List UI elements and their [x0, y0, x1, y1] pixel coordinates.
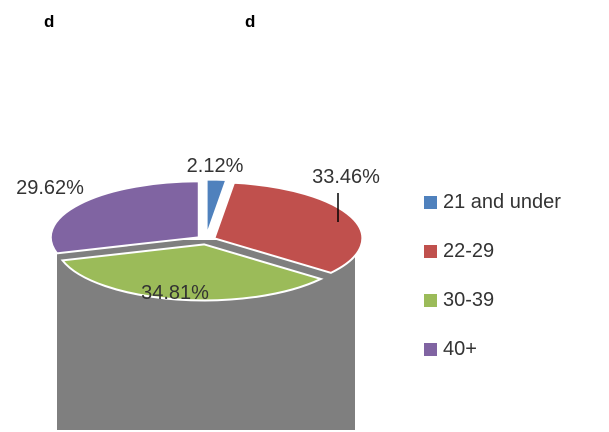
legend-label-30-39: 30-39	[443, 288, 495, 311]
slice-layer	[49, 178, 364, 302]
legend-item-21-and-under: 21 and under	[424, 190, 561, 214]
legend-item-30-39: 30-39	[424, 288, 561, 312]
legend-label-22-29: 22-29	[443, 239, 495, 262]
pie-slice-30-39	[60, 243, 324, 302]
pie-slice-21-and-under	[205, 178, 228, 236]
legend-label-40: 40+	[443, 337, 477, 360]
legend-swatch-21-and-under	[424, 195, 437, 209]
chart-legend: 21 and under 22-29 30-39 40+	[424, 190, 561, 386]
data-label-30-39: 34.81%	[141, 282, 209, 304]
label-layer: 2.12% 33.46% 34.81% 29.62%	[16, 155, 380, 304]
legend-swatch-22-29	[424, 244, 437, 258]
pie-slice-40	[49, 180, 200, 255]
data-label-22-29: 33.46%	[312, 166, 380, 188]
stray-glyph-left: d	[44, 12, 55, 31]
legend-item-40: 40+	[424, 337, 561, 361]
pie-slice-22-29	[213, 181, 364, 274]
legend-swatch-40	[424, 342, 437, 356]
legend-swatch-30-39	[424, 293, 437, 307]
data-label-21-and-under: 2.12%	[187, 155, 244, 177]
legend-label-21-and-under: 21 and under	[443, 190, 561, 213]
stray-glyph-right: d	[245, 12, 256, 31]
legend-item-22-29: 22-29	[424, 239, 561, 263]
data-label-40: 29.62%	[16, 177, 84, 199]
